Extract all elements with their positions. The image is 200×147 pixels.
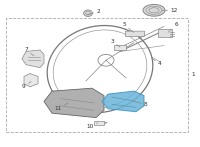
Text: 4: 4 [152,59,162,66]
Text: 3: 3 [110,39,120,47]
Text: 1: 1 [192,72,195,77]
Circle shape [84,10,92,16]
Polygon shape [44,88,104,118]
Ellipse shape [143,4,165,16]
Polygon shape [102,91,144,112]
FancyBboxPatch shape [114,45,126,50]
Text: 11: 11 [54,103,68,111]
FancyBboxPatch shape [125,31,145,36]
Text: 12: 12 [162,8,178,13]
Text: 10: 10 [86,123,98,129]
Text: 7: 7 [24,47,34,56]
Text: 6: 6 [168,22,178,32]
Text: 2: 2 [87,9,100,15]
Text: 8: 8 [134,101,148,107]
Text: 5: 5 [122,22,134,32]
FancyBboxPatch shape [158,29,172,37]
Polygon shape [22,50,44,68]
FancyBboxPatch shape [94,121,104,125]
Text: 9: 9 [22,82,31,89]
Polygon shape [24,74,38,87]
